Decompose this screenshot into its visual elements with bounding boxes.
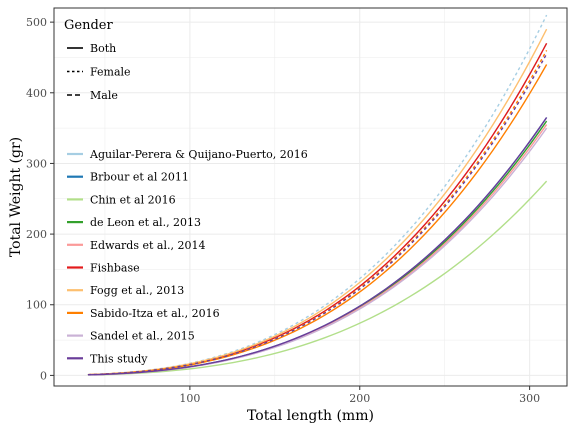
legend-source-label: de Leon et al., 2013 <box>90 216 201 229</box>
series-line <box>87 117 548 376</box>
x-tick-label: 200 <box>349 392 370 405</box>
series-line <box>87 28 548 376</box>
y-tick-label: 200 <box>26 228 47 241</box>
series-line <box>87 180 548 376</box>
legend-source-label: Edwards et al., 2014 <box>90 239 205 252</box>
x-tick-label: 300 <box>519 392 540 405</box>
series-lines <box>87 14 548 376</box>
panel-border <box>53 7 568 387</box>
x-axis-label: Total length (mm) <box>247 408 374 424</box>
legend-source-label: Sabido-Itza et al., 2016 <box>90 307 220 320</box>
y-tick-label: 300 <box>26 157 47 170</box>
legend-source-label: Fogg et al., 2013 <box>90 284 184 297</box>
series-line <box>87 50 548 376</box>
legend-title: Gender <box>64 18 113 33</box>
legend: Gender Both Female Male Aguilar-Perera & Qu… <box>64 18 308 365</box>
legend-source-label: This study <box>90 352 148 365</box>
legend-source-label: Sandel et al., 2015 <box>90 330 195 343</box>
legend-source-label: Fishbase <box>90 262 140 275</box>
legend-linetype-label: Male <box>90 89 118 102</box>
y-tick-label: 500 <box>26 16 47 29</box>
legend-source-label: Aguilar-Perera & Quijano-Puerto, 2016 <box>89 148 308 161</box>
legend-source-label: Chin et al 2016 <box>90 193 176 206</box>
legend-linetype-label: Both <box>90 42 116 55</box>
legend-source-label: Brbour et al 2011 <box>90 171 189 184</box>
y-axis-label: Total Weight (gr) <box>8 137 24 257</box>
grid <box>54 8 567 386</box>
legend-linetype-label: Female <box>90 66 131 79</box>
series-line <box>87 14 548 376</box>
y-tick-label: 100 <box>26 299 47 312</box>
y-tick-label: 400 <box>26 87 47 100</box>
x-tick-label: 100 <box>179 392 200 405</box>
series-line <box>87 64 548 376</box>
axes: 100 200 300 0 100 200 300 400 500 <box>26 16 540 405</box>
y-tick-label: 0 <box>40 369 47 382</box>
